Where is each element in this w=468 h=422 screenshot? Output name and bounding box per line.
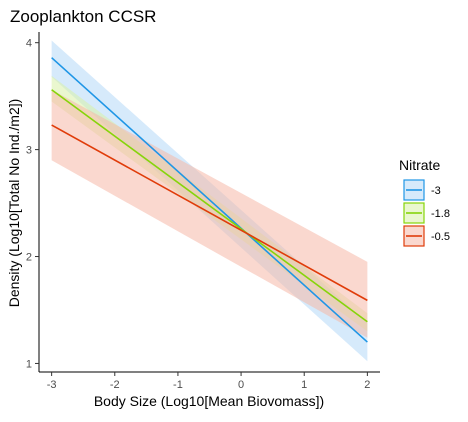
x-tick-label: -2 [110, 379, 120, 391]
y-tick-label: 1 [26, 358, 32, 370]
x-tick-label: -1 [173, 379, 183, 391]
y-axis-title: Density (Log10[Total No Ind./m2]) [6, 99, 22, 308]
x-ticks: -3 -2 -1 0 1 2 [47, 372, 370, 391]
chart-title: Zooplankton CCSR [10, 7, 156, 26]
x-tick-label: 2 [364, 379, 370, 391]
series-line-3 [51, 57, 368, 343]
confidence-band-0-5 [51, 89, 368, 338]
legend: Nitrate -3 -1.8 -0.5 [399, 157, 450, 247]
series-line-0-5 [51, 124, 368, 302]
plot-area [51, 40, 368, 362]
x-tick-label: 0 [238, 379, 244, 391]
legend-item-3: -3 [403, 179, 441, 201]
x-axis-title: Body Size (Log10[Mean Biovomass]) [94, 393, 324, 409]
legend-label-1-8: -1.8 [431, 208, 450, 220]
legend-item-1-8: -1.8 [403, 202, 450, 224]
x-tick-label: -3 [47, 379, 57, 391]
y-ticks: 1 2 3 4 [26, 38, 39, 370]
legend-label-3: -3 [431, 185, 441, 197]
legend-label-0-5: -0.5 [431, 231, 450, 243]
legend-title: Nitrate [399, 157, 440, 173]
legend-item-0-5: -0.5 [403, 225, 450, 247]
y-tick-label: 2 [26, 252, 32, 264]
y-tick-label: 4 [26, 38, 32, 50]
series-line-1-8 [51, 89, 368, 323]
y-tick-label: 3 [26, 145, 32, 157]
x-tick-label: 1 [301, 379, 307, 391]
